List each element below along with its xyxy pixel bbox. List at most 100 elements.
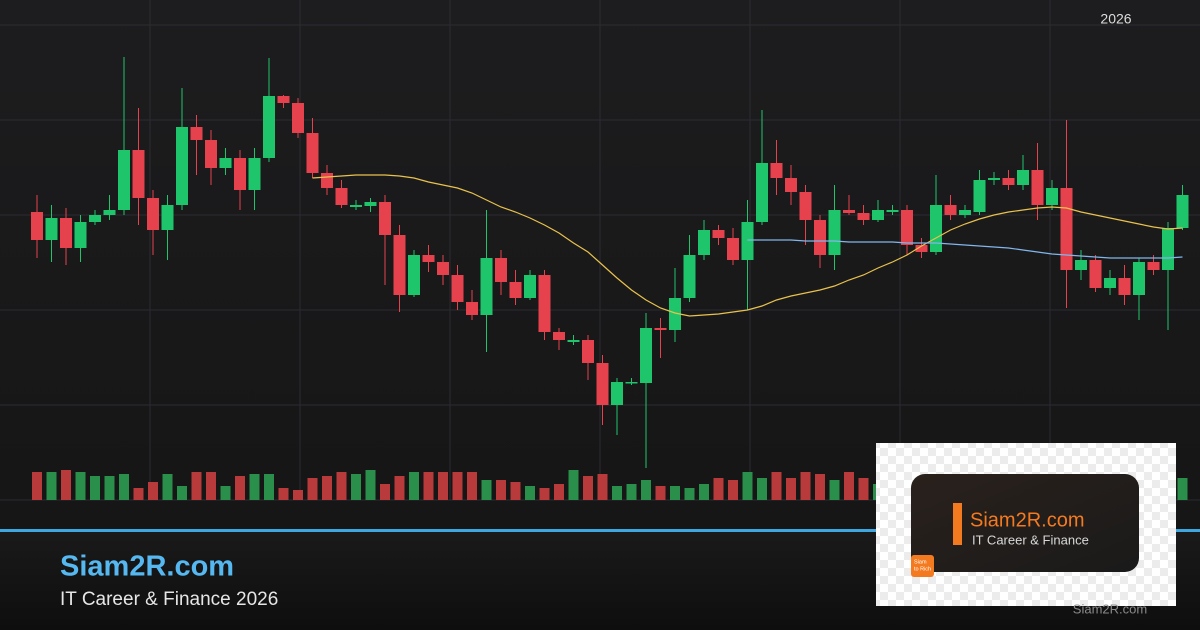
badge-site: Siam2R.com: [970, 509, 1084, 531]
volume-bar: [104, 476, 115, 500]
volume-bar: [858, 478, 869, 500]
candle-body: [915, 245, 928, 252]
candle-body: [234, 158, 246, 190]
candle-body: [770, 163, 783, 178]
badge-card: [911, 474, 1139, 572]
candle-body: [45, 218, 58, 240]
candle-body: [509, 282, 522, 298]
candle-body: [1162, 228, 1174, 270]
moving-average: [747, 239, 1183, 259]
volume-bar: [61, 470, 71, 500]
volume-bar: [438, 472, 448, 500]
candle-body: [524, 275, 536, 298]
volume-bar: [757, 478, 767, 500]
candle-body: [901, 210, 913, 245]
candle-body: [799, 192, 812, 220]
candle-body: [422, 255, 435, 262]
volume-bar: [568, 470, 579, 500]
volume-bar: [336, 472, 347, 500]
candle-body: [1031, 170, 1044, 205]
candle-body: [1075, 260, 1087, 270]
candle-body: [886, 210, 899, 212]
volume-bar: [655, 486, 666, 500]
candle-body: [292, 103, 304, 133]
volume-bar: [75, 472, 86, 500]
candle-body: [553, 332, 565, 340]
volume-bar: [46, 472, 57, 500]
volume-bar: [684, 488, 695, 500]
volume-bar: [583, 476, 593, 500]
candle-body: [698, 230, 710, 255]
candle-body: [596, 363, 609, 405]
volume-bar: [742, 472, 753, 500]
volume-bar: [423, 472, 434, 500]
volume-bar: [191, 472, 202, 500]
candle-body: [205, 140, 217, 168]
volume-bar: [90, 476, 100, 500]
candle-body: [364, 202, 377, 206]
volume-bar: [467, 472, 477, 500]
volume-bar: [32, 472, 42, 500]
moving-average: [312, 174, 1183, 317]
candle-body: [785, 178, 797, 192]
candle-body: [1176, 195, 1189, 228]
volume-bar: [177, 486, 187, 500]
candle-body: [321, 173, 333, 188]
candle-body: [814, 220, 826, 255]
badge-tagline: IT Career & Finance: [972, 532, 1089, 547]
volume-bar: [713, 478, 724, 500]
volume-bar: [525, 486, 535, 500]
candle-body: [625, 382, 638, 384]
candle-body: [669, 298, 681, 330]
candle-body: [683, 255, 696, 298]
candle-body: [1104, 278, 1116, 288]
volume-bar: [307, 478, 318, 500]
candle-body: [944, 205, 957, 215]
volume-bar: [409, 472, 419, 500]
volume-bar: [119, 474, 129, 500]
candle-body: [857, 213, 870, 220]
candle-body: [959, 210, 971, 215]
candle-body: [1002, 178, 1015, 185]
candle-body: [1017, 170, 1029, 185]
candle-body: [1133, 262, 1145, 295]
candle-body: [843, 210, 855, 213]
badge-logo: [911, 555, 934, 577]
candle-body: [872, 210, 884, 220]
candle-body: [1118, 278, 1131, 295]
volume-bar: [452, 472, 463, 500]
candle-body: [219, 158, 232, 168]
candle-body: [828, 210, 841, 255]
candle-body: [132, 150, 145, 198]
badge-logo-text: Siam: [914, 559, 927, 565]
volume-bar: [815, 474, 825, 500]
candle-body: [89, 215, 101, 222]
candle-body: [712, 230, 725, 238]
year-label: 2026: [1100, 11, 1131, 27]
volume-bar: [800, 472, 811, 500]
candle-body: [988, 178, 1000, 180]
candle-body: [582, 340, 594, 363]
candle-body: [393, 235, 406, 295]
volume-bar: [351, 474, 361, 500]
volume-bar: [771, 472, 782, 500]
candle-body: [756, 163, 768, 222]
tagline: IT Career & Finance 2026: [60, 589, 278, 610]
candle-body: [176, 127, 188, 205]
volume-bar: [699, 484, 709, 500]
candle-body: [263, 96, 275, 158]
volume-bar: [844, 472, 854, 500]
volume-bar: [133, 488, 144, 500]
volume-bar: [278, 488, 289, 500]
volume-bar: [206, 472, 216, 500]
volume-bar: [322, 476, 332, 500]
volume-bar: [510, 482, 521, 500]
candle-body: [567, 340, 580, 342]
volume-bar: [670, 486, 680, 500]
volume-bar: [365, 470, 376, 500]
badge-logo-text: to Rich: [914, 566, 931, 572]
volume-bar: [264, 474, 274, 500]
volume-bar: [235, 476, 245, 500]
volume-bar: [829, 480, 840, 500]
